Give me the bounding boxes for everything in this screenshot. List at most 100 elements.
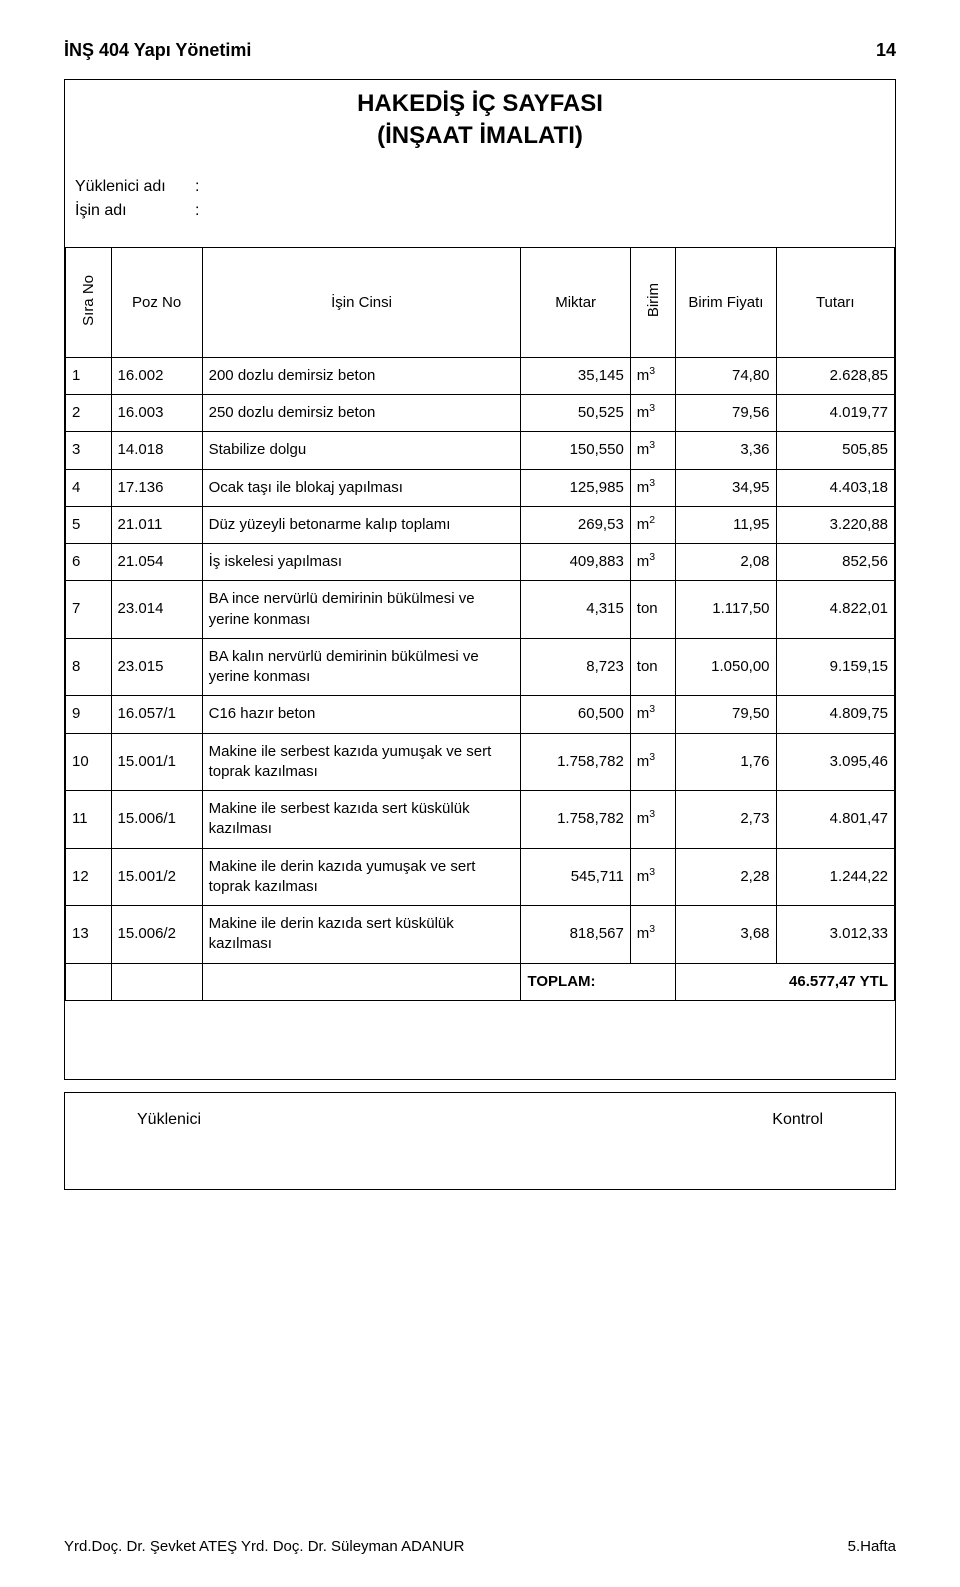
- td-poz: 14.018: [111, 432, 202, 469]
- table-row: 916.057/1C16 hazır beton60,500m379,504.8…: [66, 696, 895, 733]
- table-row: 116.002200 dozlu demirsiz beton35,145m37…: [66, 357, 895, 394]
- td-miktar: 409,883: [521, 544, 630, 581]
- td-birim: m3: [630, 848, 676, 906]
- td-sira: 2: [66, 395, 112, 432]
- td-tutar: 505,85: [776, 432, 894, 469]
- form-box: HAKEDİŞ İÇ SAYFASI (İNŞAAT İMALATI) Yükl…: [64, 79, 896, 1080]
- td-sira: 8: [66, 638, 112, 696]
- td-empty: [202, 963, 521, 1000]
- td-fiyat: 34,95: [676, 469, 776, 506]
- th-poz: Poz No: [111, 247, 202, 357]
- td-sira: 7: [66, 581, 112, 639]
- th-sira: Sıra No: [66, 247, 112, 357]
- td-birim: m3: [630, 469, 676, 506]
- td-cinsi: İş iskelesi yapılması: [202, 544, 521, 581]
- header-left: İNŞ 404 Yapı Yönetimi: [64, 40, 251, 61]
- td-miktar: 1.758,782: [521, 733, 630, 791]
- td-fiyat: 3,68: [676, 906, 776, 964]
- td-miktar: 150,550: [521, 432, 630, 469]
- td-total-label: TOPLAM:: [521, 963, 676, 1000]
- td-fiyat: 79,50: [676, 696, 776, 733]
- table-row: 723.014BA ince nervürlü demirinin bükülm…: [66, 581, 895, 639]
- td-poz: 15.006/1: [111, 791, 202, 849]
- total-value-text: 46.577,47 YTL: [789, 973, 888, 990]
- td-fiyat: 2,28: [676, 848, 776, 906]
- table-row: 1215.001/2Makine ile derin kazıda yumuşa…: [66, 848, 895, 906]
- td-tutar: 4.809,75: [776, 696, 894, 733]
- td-tutar: 9.159,15: [776, 638, 894, 696]
- header-right: 14: [876, 40, 896, 61]
- td-sira: 3: [66, 432, 112, 469]
- footer-left: Yrd.Doç. Dr. Şevket ATEŞ Yrd. Doç. Dr. S…: [64, 1538, 464, 1555]
- meta-row-contractor: Yüklenici adı :: [75, 175, 885, 199]
- td-empty: [111, 963, 202, 1000]
- td-fiyat: 2,73: [676, 791, 776, 849]
- total-label-text: TOPLAM:: [527, 973, 595, 990]
- th-fiyat: Birim Fiyatı: [676, 247, 776, 357]
- td-total-value: 46.577,47 YTL: [676, 963, 895, 1000]
- table-row: 216.003250 dozlu demirsiz beton50,525m37…: [66, 395, 895, 432]
- meta-block: Yüklenici adı : İşin adı :: [65, 175, 895, 223]
- page-footer: Yrd.Doç. Dr. Şevket ATEŞ Yrd. Doç. Dr. S…: [64, 1538, 896, 1555]
- td-birim: ton: [630, 638, 676, 696]
- td-cinsi: Düz yüzeyli betonarme kalıp toplamı: [202, 506, 521, 543]
- td-birim: m3: [630, 357, 676, 394]
- title-line1: HAKEDİŞ İÇ SAYFASI: [65, 88, 895, 120]
- td-cinsi: BA kalın nervürlü demirinin bükülmesi ve…: [202, 638, 521, 696]
- td-birim: m3: [630, 791, 676, 849]
- page: İNŞ 404 Yapı Yönetimi 14 HAKEDİŞ İÇ SAYF…: [0, 0, 960, 1587]
- th-birim-text: Birim: [645, 283, 662, 317]
- td-cinsi: 250 dozlu demirsiz beton: [202, 395, 521, 432]
- td-birim: m3: [630, 432, 676, 469]
- td-poz: 21.011: [111, 506, 202, 543]
- meta-row-workname: İşin adı :: [75, 199, 885, 223]
- td-tutar: 3.012,33: [776, 906, 894, 964]
- td-miktar: 545,711: [521, 848, 630, 906]
- signature-box: Yüklenici Kontrol: [64, 1092, 896, 1190]
- td-tutar: 4.019,77: [776, 395, 894, 432]
- td-cinsi: C16 hazır beton: [202, 696, 521, 733]
- th-birim: Birim: [630, 247, 676, 357]
- td-poz: 23.015: [111, 638, 202, 696]
- page-header: İNŞ 404 Yapı Yönetimi 14: [64, 40, 896, 61]
- table-header-row: Sıra No Poz No İşin Cinsi Miktar Birim B…: [66, 247, 895, 357]
- td-birim: m3: [630, 906, 676, 964]
- td-sira: 13: [66, 906, 112, 964]
- td-tutar: 2.628,85: [776, 357, 894, 394]
- td-miktar: 125,985: [521, 469, 630, 506]
- td-poz: 16.002: [111, 357, 202, 394]
- footer-right: 5.Hafta: [848, 1538, 896, 1555]
- td-fiyat: 1.050,00: [676, 638, 776, 696]
- td-miktar: 269,53: [521, 506, 630, 543]
- td-cinsi: Makine ile serbest kazıda sert küskülük …: [202, 791, 521, 849]
- td-tutar: 4.822,01: [776, 581, 894, 639]
- title-block: HAKEDİŞ İÇ SAYFASI (İNŞAAT İMALATI): [65, 88, 895, 153]
- td-fiyat: 3,36: [676, 432, 776, 469]
- td-tutar: 1.244,22: [776, 848, 894, 906]
- td-poz: 15.001/2: [111, 848, 202, 906]
- table-row: 417.136Ocak taşı ile blokaj yapılması125…: [66, 469, 895, 506]
- td-tutar: 852,56: [776, 544, 894, 581]
- table-total-row: TOPLAM: 46.577,47 YTL: [66, 963, 895, 1000]
- td-cinsi: Makine ile derin kazıda sert küskülük ka…: [202, 906, 521, 964]
- table-row: 823.015BA kalın nervürlü demirinin bükül…: [66, 638, 895, 696]
- meta-workname-label: İşin adı: [75, 199, 195, 223]
- table-body: 116.002200 dozlu demirsiz beton35,145m37…: [66, 357, 895, 963]
- td-fiyat: 2,08: [676, 544, 776, 581]
- signature-contractor: Yüklenici: [77, 1111, 201, 1129]
- td-tutar: 3.095,46: [776, 733, 894, 791]
- table-row: 1315.006/2Makine ile derin kazıda sert k…: [66, 906, 895, 964]
- th-cinsi: İşin Cinsi: [202, 247, 521, 357]
- td-fiyat: 1.117,50: [676, 581, 776, 639]
- td-poz: 15.001/1: [111, 733, 202, 791]
- td-sira: 4: [66, 469, 112, 506]
- td-sira: 1: [66, 357, 112, 394]
- td-cinsi: 200 dozlu demirsiz beton: [202, 357, 521, 394]
- meta-colon: :: [195, 175, 209, 199]
- td-birim: ton: [630, 581, 676, 639]
- td-birim: m3: [630, 395, 676, 432]
- td-poz: 21.054: [111, 544, 202, 581]
- td-cinsi: Stabilize dolgu: [202, 432, 521, 469]
- td-fiyat: 79,56: [676, 395, 776, 432]
- td-empty: [66, 963, 112, 1000]
